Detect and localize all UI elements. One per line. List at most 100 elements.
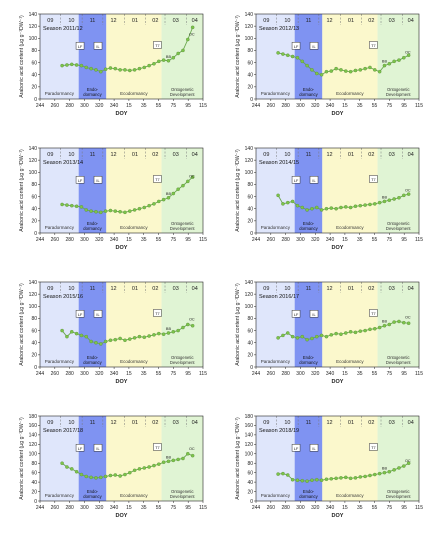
x-tick-label: 35 [141, 505, 147, 511]
x-tick-label: 300 [80, 371, 89, 377]
stage-lf-label: LF [78, 447, 83, 451]
month-label: 02 [152, 152, 158, 158]
phase-label-dormancy: dormancy [299, 360, 318, 365]
x-tick-label: 115 [415, 505, 423, 511]
month-label: 12 [110, 18, 116, 24]
month-label: 02 [152, 420, 158, 426]
x-tick-label: 75 [171, 505, 177, 511]
stage-oc-label: OC [405, 459, 411, 463]
y-axis-label: Arabonic acid content (µg g⁻¹DW⁻¹) [235, 417, 241, 500]
stage-il-box [93, 310, 103, 318]
phase-paradormancy [256, 416, 295, 501]
stage-il-box [309, 42, 319, 50]
phase-label-ontogenetic: Ontogenetic [171, 489, 194, 494]
data-point [344, 205, 348, 209]
data-point [147, 63, 151, 68]
data-point [286, 473, 290, 477]
data-point [382, 63, 387, 68]
data-point [157, 462, 161, 466]
phase-label-ontogenetic: Ontogenetic [171, 87, 194, 92]
phase-endodormancy [78, 282, 107, 367]
data-point [166, 459, 171, 464]
data-point [103, 474, 108, 479]
data-point [137, 66, 142, 71]
plot-frame [255, 13, 420, 100]
month-label: 11 [306, 286, 312, 292]
data-point [290, 334, 295, 339]
x-tick-label: 244 [36, 505, 45, 511]
data-point [348, 69, 353, 74]
x-tick-label: 320 [95, 237, 104, 243]
y-tick-label: 20 [247, 353, 253, 359]
y-tick-label: 20 [31, 489, 37, 495]
y-tick-label: 40 [31, 341, 37, 347]
x-tick-label: 280 [65, 103, 74, 109]
phase-label-paradormancy: Paradormancy [45, 359, 75, 364]
chart-title: Season 2012/13 [259, 26, 299, 32]
y-tick-label: 60 [247, 60, 253, 66]
phase-label-endo: Endo- [303, 355, 315, 360]
data-point [290, 199, 295, 204]
data-point [344, 331, 348, 335]
x-tick-label: 244 [36, 371, 45, 377]
data-point [310, 336, 314, 341]
y-tick-label: 160 [29, 423, 38, 429]
phase-label-dormancy: dormancy [83, 360, 102, 365]
month-label: 04 [192, 18, 198, 24]
phase-ecodormancy [322, 14, 378, 99]
data-point [60, 328, 64, 333]
data-point [363, 474, 367, 479]
series-line [61, 324, 193, 345]
data-point [152, 62, 156, 66]
x-tick-label: 55 [372, 505, 378, 511]
y-tick-label: 80 [247, 48, 253, 54]
x-tick-label: 300 [296, 505, 305, 511]
month-label: 10 [284, 420, 290, 426]
month-label: 03 [389, 152, 395, 158]
month-label: 04 [408, 286, 414, 292]
month-label: 10 [284, 18, 290, 24]
data-point [186, 322, 190, 327]
y-tick-label: 140 [29, 433, 38, 439]
x-tick-label: 75 [171, 237, 177, 243]
data-point [406, 53, 411, 58]
x-tick-label: 340 [110, 237, 119, 243]
data-point [368, 202, 372, 207]
stage-oc-label: OC [189, 318, 195, 322]
x-axis-label: DOY [116, 111, 128, 117]
data-point [89, 339, 93, 344]
month-label: 09 [47, 152, 53, 158]
data-point [161, 460, 166, 465]
month-label: 10 [284, 286, 290, 292]
y-axis-label: Arabonic acid content (µg g⁻¹DW⁻¹) [19, 15, 25, 98]
y-tick-label: 60 [247, 328, 253, 334]
data-point [363, 328, 367, 333]
month-label: 09 [263, 18, 269, 24]
phase-label-endo: Endo- [87, 355, 99, 360]
chart-panel-8: 09 10 11 12 01 02 03 04 Season 2018/19 Paradorman… [235, 414, 423, 519]
data-point [363, 66, 367, 71]
stage-t7-box [369, 41, 378, 49]
y-tick-label: 0 [34, 499, 37, 505]
data-point [132, 468, 137, 473]
data-point [295, 336, 300, 340]
chart-title: Season 2014/15 [259, 160, 299, 166]
month-label: 04 [408, 152, 414, 158]
y-tick-label: 0 [250, 499, 253, 505]
x-tick-label: 15 [126, 371, 132, 377]
stage-oc-label: OC [189, 33, 195, 37]
stage-t7-label: T7 [155, 178, 159, 182]
x-tick-label: 260 [51, 371, 60, 377]
data-point [319, 208, 324, 212]
x-tick-label: 260 [267, 237, 276, 243]
x-tick-label: 340 [326, 103, 335, 109]
y-tick-label: 0 [34, 231, 37, 237]
month-label: 01 [348, 18, 354, 24]
data-point [402, 320, 406, 325]
data-point [94, 68, 98, 72]
month-label: 11 [90, 152, 96, 158]
data-point [181, 183, 185, 188]
stage-lf-box [291, 42, 301, 50]
stage-t7-box [369, 175, 378, 183]
y-tick-label: 80 [247, 316, 253, 322]
